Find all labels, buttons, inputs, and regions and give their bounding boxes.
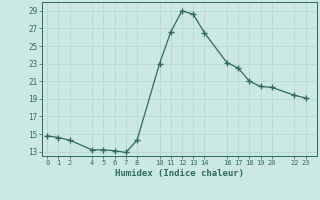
X-axis label: Humidex (Indice chaleur): Humidex (Indice chaleur) xyxy=(115,169,244,178)
